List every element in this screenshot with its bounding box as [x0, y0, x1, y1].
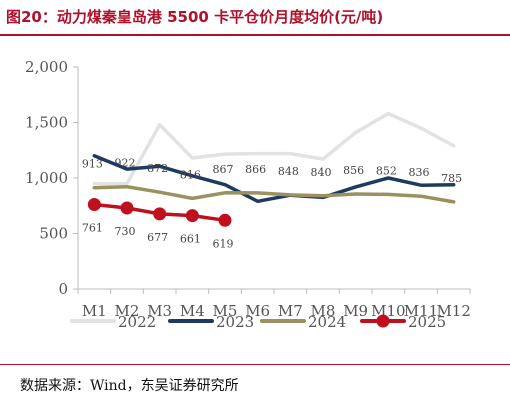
chart-title: 图20：动力煤秦皇岛港 5500 卡平仓价月度均价(元/吨) — [6, 8, 384, 26]
data-label-2024: 852 — [376, 164, 397, 177]
series-line-2024 — [92, 184, 456, 204]
source-rule — [0, 364, 510, 365]
x-tick-label: M5 — [213, 302, 238, 320]
y-tick-label: 2,000 — [25, 58, 68, 76]
x-tick-label: M12 — [436, 302, 470, 320]
data-label-2024: 872 — [147, 162, 168, 175]
legend-label-2025: 2025 — [408, 313, 446, 331]
legend: 2022 2023 2024 2025 — [70, 313, 446, 331]
data-label-2025: 619 — [213, 237, 234, 250]
data-label-2024: 836 — [409, 166, 430, 179]
data-label-2025: 661 — [180, 233, 201, 246]
title-rule — [0, 34, 510, 36]
series-line-2023 — [92, 154, 456, 204]
data-label-2024: 856 — [343, 164, 364, 177]
series-markers — [87, 198, 232, 227]
data-label-2025: 761 — [82, 222, 103, 235]
x-tick-label: M11 — [404, 302, 438, 320]
data-label-2024: 848 — [278, 165, 299, 178]
data-label-2024: 866 — [245, 163, 266, 176]
legend-label-2024: 2024 — [308, 313, 346, 331]
x-tick-label: M4 — [180, 302, 205, 320]
x-tick-label: M9 — [343, 302, 368, 320]
data-point-2025 — [120, 201, 134, 215]
x-tick-label: M8 — [311, 302, 336, 320]
x-tick-label: M1 — [82, 302, 107, 320]
data-label-2024: 867 — [213, 163, 234, 176]
y-tick-label: 1,000 — [25, 169, 68, 187]
y-axis-ticks: 0 500 1,000 1,500 2,000 — [25, 58, 78, 298]
data-label-2024: 913 — [82, 158, 103, 171]
data-label-2024: 922 — [115, 157, 136, 170]
data-point-2025 — [87, 198, 101, 212]
legend-label-2022: 2022 — [118, 313, 156, 331]
y-tick-label: 1,500 — [25, 114, 68, 132]
data-point-2025 — [153, 207, 167, 221]
x-tick-label: M2 — [115, 302, 140, 320]
y-tick-label: 500 — [39, 225, 68, 243]
x-tick-label: M7 — [278, 302, 303, 320]
data-label-2024: 785 — [441, 172, 462, 185]
legend-label-2023: 2023 — [216, 313, 254, 331]
data-label-2025: 730 — [115, 225, 136, 238]
data-point-2025 — [218, 213, 232, 227]
line-chart: 0 500 1,000 1,500 2,000 M1 M2 M3 M4 M5 M6 M7 M8 M9 M1… — [25, 58, 471, 331]
data-label-2024: 816 — [180, 168, 201, 181]
x-tick-label: M3 — [147, 302, 172, 320]
legend-marker-2025 — [376, 314, 390, 328]
x-tick-label: M6 — [245, 302, 270, 320]
data-point-2025 — [185, 209, 199, 223]
data-labels: 913 922 872 816 867 866 848 840 856 852 836 785 761 7… — [82, 157, 462, 251]
y-tick-label: 0 — [58, 280, 68, 298]
data-label-2025: 677 — [147, 231, 168, 244]
series-line-2022 — [92, 111, 456, 186]
source-note: 数据来源：Wind，东吴证券研究所 — [20, 378, 239, 394]
data-label-2024: 840 — [311, 166, 332, 179]
